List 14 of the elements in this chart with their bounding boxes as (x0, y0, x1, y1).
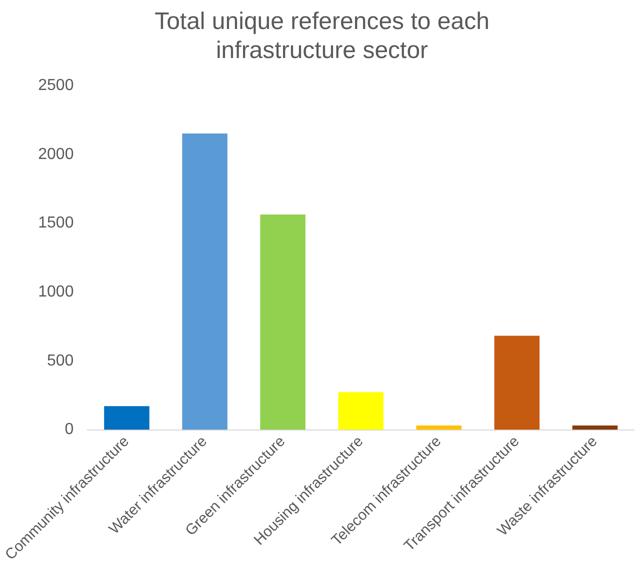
bar (260, 214, 306, 430)
y-tick-label: 1000 (38, 284, 74, 301)
bar (572, 426, 618, 430)
bar (104, 406, 150, 430)
bar (416, 426, 462, 430)
y-tick-label: 1500 (38, 214, 74, 232)
y-tick-label: 2000 (38, 146, 74, 163)
chart-title: Total unique references to each infrastructure sector (154, 8, 490, 64)
y-tick-label: 2500 (38, 77, 74, 94)
bar (182, 134, 228, 430)
y-tick-label: 0 (64, 421, 74, 438)
y-tick-label: 500 (47, 352, 74, 370)
bar (494, 336, 540, 430)
bar (338, 392, 384, 430)
